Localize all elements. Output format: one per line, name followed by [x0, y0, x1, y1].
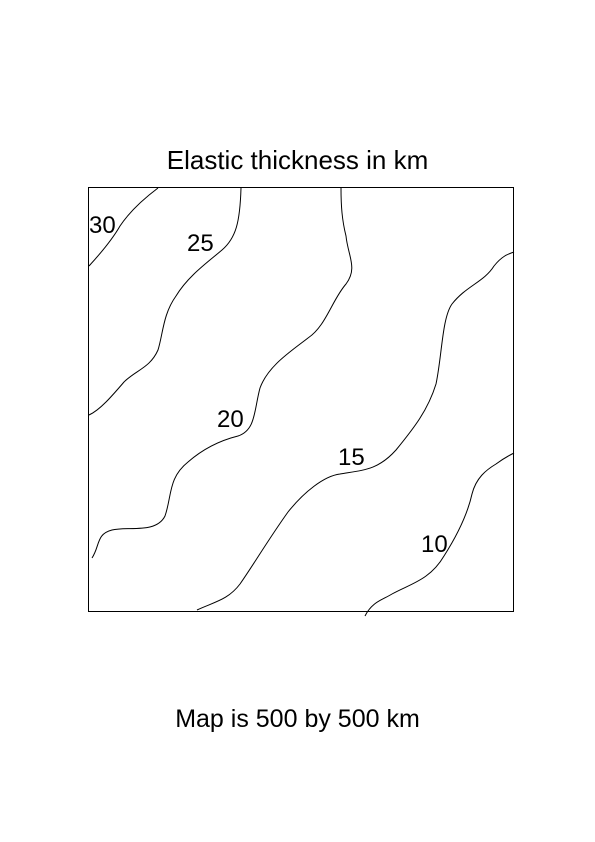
contour-label-30: 30 — [89, 212, 116, 239]
map-title: Elastic thickness in km — [166, 145, 429, 175]
map-frame — [88, 187, 514, 612]
contour-line-25 — [88, 187, 242, 416]
contour-label-10: 10 — [421, 531, 448, 558]
contour-label-15: 15 — [338, 444, 365, 471]
map-caption: Map is 500 by 500 km — [175, 705, 420, 733]
contour-label-20: 20 — [217, 406, 244, 433]
contour-line-15 — [196, 251, 515, 611]
contour-line-20 — [91, 187, 353, 559]
contour-line-10 — [364, 452, 515, 617]
contour-label-25: 25 — [187, 230, 214, 257]
contour-line-30 — [88, 187, 159, 267]
